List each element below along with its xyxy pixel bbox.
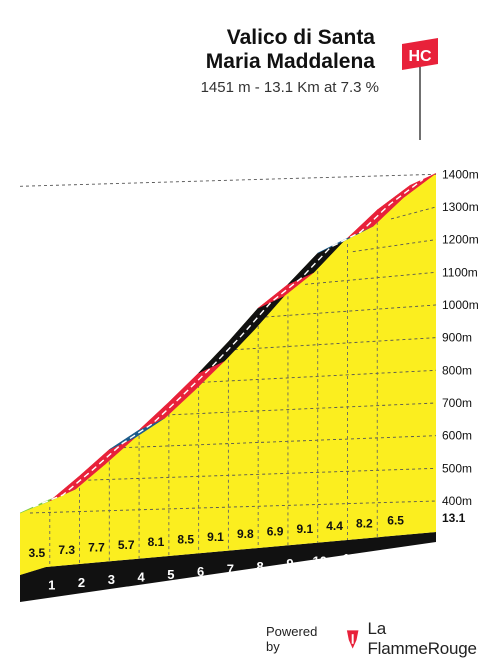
km-label: 5 — [167, 567, 174, 582]
footer: Powered by La FlammeRouge — [266, 628, 495, 650]
km-label: 12 — [372, 548, 386, 563]
gradient-label: 7.7 — [88, 540, 105, 554]
gradient-label: 8.2 — [356, 516, 373, 530]
climb-title-line1: Valico di Santa — [206, 26, 375, 50]
km-label: 4 — [137, 569, 145, 584]
gridline — [20, 174, 436, 186]
gradient-label: 9.1 — [207, 530, 224, 544]
gradient-label: 6.5 — [387, 514, 404, 528]
gradient-label: 8.5 — [177, 532, 194, 546]
km-label: 10 — [312, 553, 326, 568]
km-label: 6 — [197, 564, 204, 579]
climb-title: Valico di Santa Maria Maddalena — [206, 26, 375, 74]
elevation-tick-label: 400m — [442, 494, 472, 508]
elevation-tick-label: 900m — [442, 331, 472, 345]
gradient-label: 7.3 — [58, 543, 75, 557]
km-label: 9 — [286, 556, 293, 571]
km-label: 2 — [78, 575, 85, 590]
elevation-tick-label: 800m — [442, 363, 472, 377]
brand-name: La FlammeRouge — [368, 619, 495, 659]
elevation-tick-label: 1000m — [442, 298, 479, 312]
elevation-tick-label: 1300m — [442, 200, 479, 214]
elevation-tick-label: 700m — [442, 396, 472, 410]
elevation-tick-label: 1100m — [442, 265, 478, 279]
climb-title-line2: Maria Maddalena — [206, 50, 375, 74]
powered-by-label: Powered by — [266, 624, 332, 654]
end-distance-label: 13.1 — [442, 511, 466, 525]
elevation-tick-label: 1400m — [442, 167, 479, 181]
km-label: 7 — [227, 561, 234, 576]
km-label: 11 — [343, 551, 357, 566]
gradient-label: 9.8 — [237, 527, 254, 541]
km-label: 8 — [257, 559, 264, 574]
hc-flag: HC — [402, 38, 438, 140]
flamme-rouge-logo-icon — [344, 628, 361, 650]
climb-subtitle: 1451 m - 13.1 Km at 7.3 % — [201, 79, 379, 96]
km-label: 1 — [48, 577, 55, 592]
gradient-label: 5.7 — [118, 538, 135, 552]
gradient-label: 3.5 — [29, 546, 46, 560]
gradient-label: 9.1 — [296, 522, 313, 536]
gradient-label: 6.9 — [267, 524, 284, 538]
elevation-tick-label: 500m — [442, 461, 472, 475]
gradient-label: 4.4 — [326, 519, 343, 533]
gradient-label: 8.1 — [148, 535, 165, 549]
km-label: 3 — [108, 572, 115, 587]
elevation-tick-label: 600m — [442, 429, 472, 443]
elevation-tick-label: 1200m — [442, 233, 479, 247]
hc-category-label: HC — [408, 48, 432, 65]
